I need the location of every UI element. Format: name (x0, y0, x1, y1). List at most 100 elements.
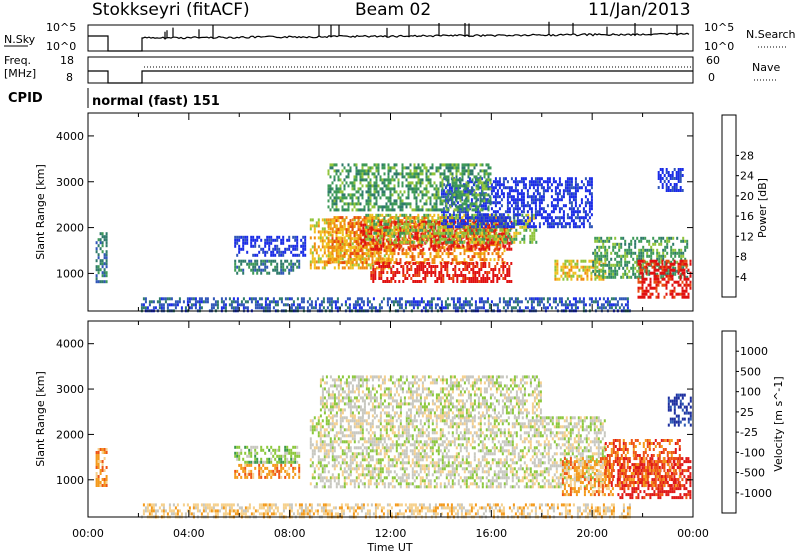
power-cell (616, 303, 619, 307)
power-cell (477, 231, 480, 235)
power-cell (439, 219, 442, 223)
power-cell (418, 300, 421, 304)
power-cell (411, 258, 414, 262)
power-cell (244, 300, 247, 304)
power-cell (474, 220, 477, 224)
power-cell (433, 231, 436, 235)
power-cell (383, 254, 386, 258)
power-cell (568, 216, 571, 220)
power-cell (434, 235, 437, 239)
power-cell (564, 303, 567, 307)
power-cell (409, 202, 412, 206)
power-cell (465, 169, 468, 173)
power-cell (411, 216, 414, 220)
power-cell (461, 169, 464, 173)
power-cell (343, 196, 346, 200)
power-cell (508, 219, 511, 223)
power-cell (418, 265, 421, 268)
power-cell (178, 297, 181, 301)
power-cell (582, 259, 585, 263)
power-cell (548, 297, 551, 301)
power-cell (349, 193, 352, 197)
power-cell (479, 243, 482, 247)
power-cell (426, 303, 429, 307)
power-cell (560, 222, 563, 226)
power-cell (479, 199, 482, 203)
power-cell (465, 231, 468, 235)
power-cell (99, 280, 102, 284)
power-cell (510, 306, 513, 310)
power-cell (494, 183, 497, 187)
power-cell (429, 255, 432, 259)
power-cell (389, 181, 392, 185)
power-cell (387, 254, 390, 258)
power-cell (604, 271, 607, 275)
power-cell (546, 186, 549, 190)
power-cell (580, 265, 583, 269)
power-cell (562, 262, 565, 266)
power-cell (592, 265, 595, 269)
power-cell (311, 251, 314, 255)
power-cell (419, 249, 422, 253)
power-cell (425, 228, 428, 232)
power-cell (361, 169, 364, 173)
power-cell (470, 262, 473, 265)
power-cell (461, 166, 464, 170)
power-cell (421, 216, 424, 220)
power-cell (396, 235, 399, 239)
power-cell (446, 274, 449, 277)
power-cell (349, 257, 352, 261)
power-cell (608, 263, 611, 267)
power-cell (435, 199, 438, 203)
power-cell (95, 259, 98, 263)
power-cell (416, 303, 419, 307)
power-cell (451, 216, 454, 220)
power-cell (574, 210, 577, 214)
power-cell (461, 240, 464, 244)
power-cell (500, 189, 503, 193)
power-cell (508, 268, 511, 271)
power-cell (421, 225, 424, 229)
power-cell (504, 222, 507, 226)
power-cell (256, 300, 259, 304)
power-cell (349, 240, 352, 244)
power-cell (574, 225, 577, 229)
power-cell (588, 225, 591, 229)
power-cell (389, 231, 392, 235)
power-cell (440, 280, 443, 283)
power-cell (604, 259, 607, 263)
power-cell (586, 213, 589, 217)
power-cell (380, 223, 383, 227)
power-cell (415, 169, 418, 173)
power-cell (320, 300, 323, 304)
power-cell (244, 306, 247, 310)
power-cell (471, 172, 474, 176)
power-cell (533, 231, 536, 235)
power-cell (431, 228, 434, 232)
power-cell (445, 175, 448, 179)
power-cell (574, 192, 577, 196)
power-cell (412, 244, 415, 248)
power-cell (445, 228, 448, 232)
power-cell (450, 297, 453, 301)
power-cell (586, 198, 589, 202)
power-cell (240, 262, 243, 266)
power-cell (425, 213, 428, 217)
power-cell (558, 216, 561, 220)
power-cell (423, 252, 426, 256)
power-cell (242, 235, 245, 239)
power-cell (550, 219, 553, 223)
power-cell (482, 213, 485, 217)
power-cell (234, 244, 237, 248)
power-cell (562, 204, 565, 208)
power-cell (459, 205, 462, 209)
power-cell (105, 280, 108, 284)
nsearch-label: N.Search (746, 28, 796, 41)
power-cell (327, 254, 330, 258)
power-cell (442, 189, 445, 193)
power-cell (451, 166, 454, 170)
power-cell (429, 196, 432, 200)
power-cell (317, 245, 320, 249)
power-cell (468, 244, 471, 248)
power-cell (389, 266, 392, 270)
